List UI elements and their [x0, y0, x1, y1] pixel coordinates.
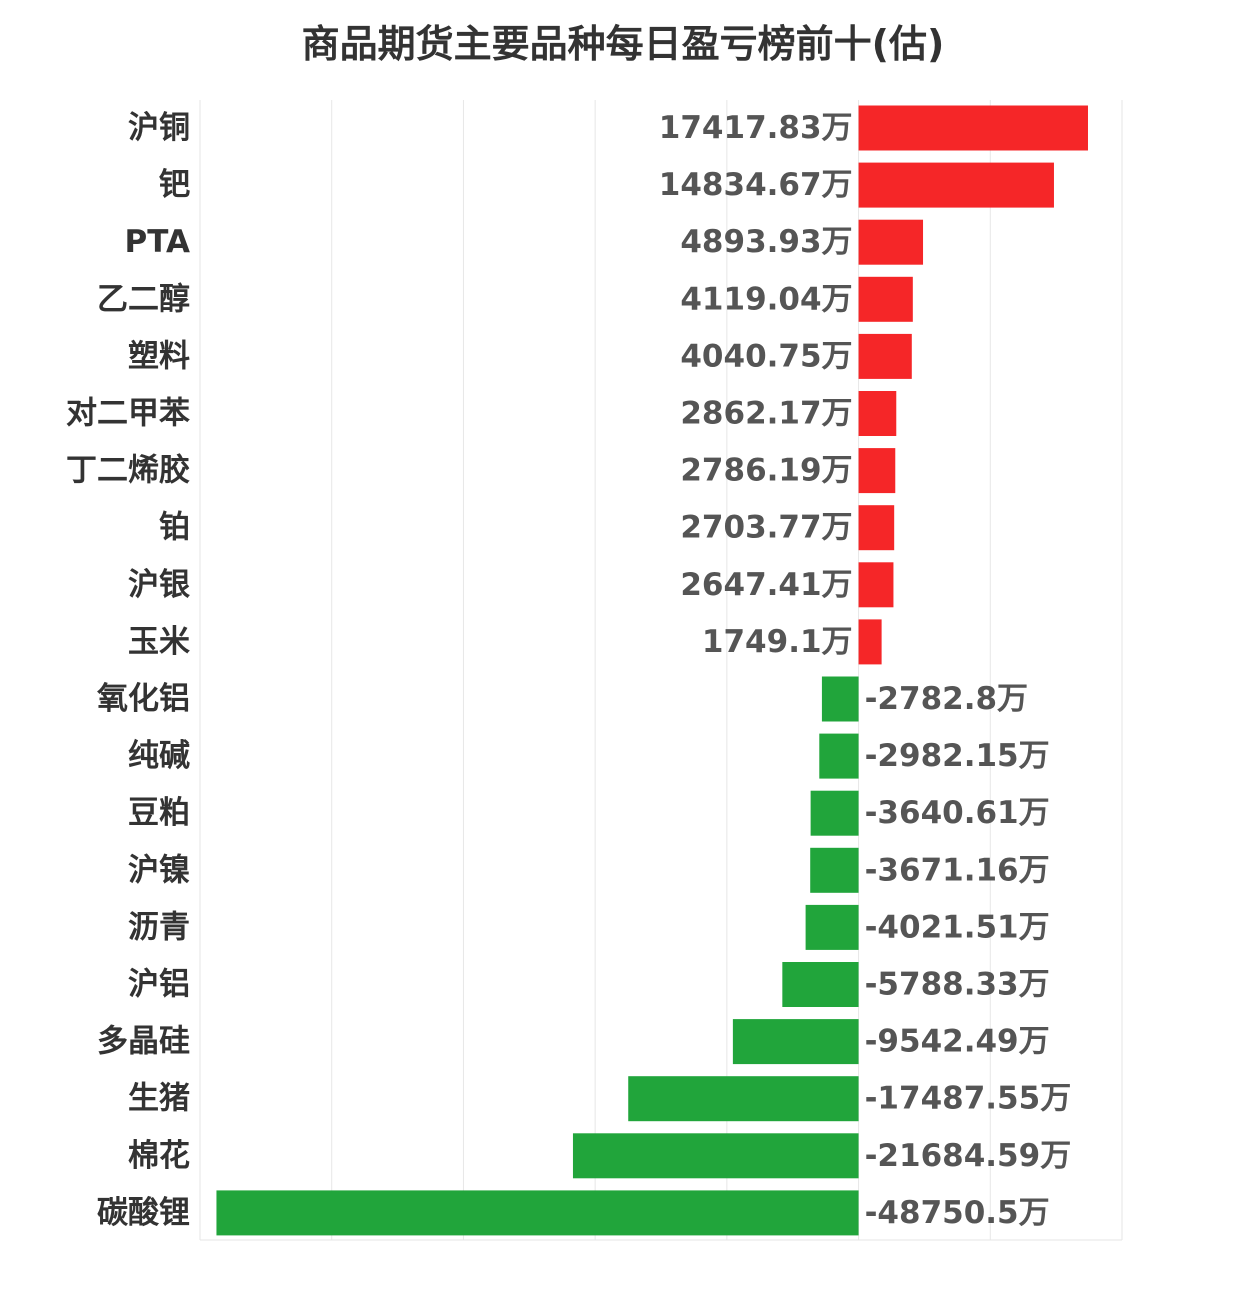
- bar-19: [216, 1190, 859, 1236]
- category-label: 沪铜: [128, 110, 190, 146]
- category-label: 沪铝: [128, 967, 190, 1003]
- value-label: -3640.61万: [865, 795, 1050, 831]
- category-label: PTA: [125, 224, 190, 260]
- bar-13: [810, 847, 859, 893]
- category-label: 多晶硅: [97, 1024, 190, 1060]
- value-label: 2647.41万: [680, 567, 852, 603]
- category-label: 碳酸锂: [97, 1195, 190, 1231]
- bar-6: [858, 448, 896, 494]
- bar-3: [858, 276, 913, 322]
- value-label: -2982.15万: [865, 738, 1050, 774]
- bar-16: [732, 1019, 859, 1065]
- value-label: -2782.8万: [865, 681, 1029, 717]
- value-label: 2703.77万: [680, 510, 852, 546]
- bar-8: [858, 562, 894, 608]
- bars: [216, 105, 1088, 1236]
- value-label: 4119.04万: [680, 281, 852, 317]
- category-label: 氧化铝: [97, 681, 190, 717]
- bar-18: [572, 1133, 859, 1179]
- category-label: 沪银: [128, 567, 190, 603]
- value-label: -3671.16万: [865, 852, 1050, 888]
- value-label: -17487.55万: [865, 1081, 1072, 1117]
- value-label: 1749.1万: [702, 624, 853, 660]
- category-label: 沪镍: [128, 852, 190, 888]
- value-label: -21684.59万: [865, 1138, 1072, 1174]
- category-label: 豆粕: [128, 795, 190, 831]
- bar-10: [821, 676, 859, 722]
- bar-14: [805, 904, 859, 950]
- category-label: 塑料: [128, 338, 190, 374]
- value-label: 2786.19万: [680, 453, 852, 489]
- bar-2: [858, 219, 924, 265]
- bar-0: [858, 105, 1088, 151]
- bar-5: [858, 391, 897, 436]
- bar-15: [782, 962, 859, 1007]
- value-label: 17417.83万: [659, 110, 853, 146]
- category-label: 玉米: [128, 624, 190, 660]
- value-label: -4021.51万: [865, 909, 1050, 945]
- bar-11: [819, 733, 859, 779]
- category-label: 铂: [159, 510, 190, 546]
- value-label: -9542.49万: [865, 1024, 1050, 1060]
- bar-4: [858, 333, 912, 379]
- value-label: 2862.17万: [680, 396, 852, 432]
- category-label: 丁二烯胶: [66, 453, 190, 489]
- bar-1: [858, 162, 1054, 208]
- category-label: 沥青: [128, 909, 190, 945]
- value-label: -48750.5万: [865, 1195, 1050, 1231]
- category-label: 生猪: [128, 1081, 190, 1117]
- value-label: 14834.67万: [659, 167, 853, 203]
- category-label: 对二甲苯: [66, 396, 190, 432]
- category-label: 棉花: [128, 1138, 190, 1174]
- value-label: 4893.93万: [680, 224, 852, 260]
- category-label: 钯: [159, 167, 190, 203]
- category-label: 乙二醇: [97, 281, 190, 317]
- chart-title: 商品期货主要品种每日盈亏榜前十(估): [301, 22, 945, 66]
- bar-9: [858, 619, 882, 665]
- bar-12: [810, 790, 859, 836]
- grid-lines: [199, 100, 1123, 1241]
- value-label: -5788.33万: [865, 967, 1050, 1003]
- bar-7: [858, 505, 895, 551]
- bar-17: [628, 1076, 859, 1122]
- value-label: 4040.75万: [680, 338, 852, 374]
- category-label: 纯碱: [128, 738, 190, 774]
